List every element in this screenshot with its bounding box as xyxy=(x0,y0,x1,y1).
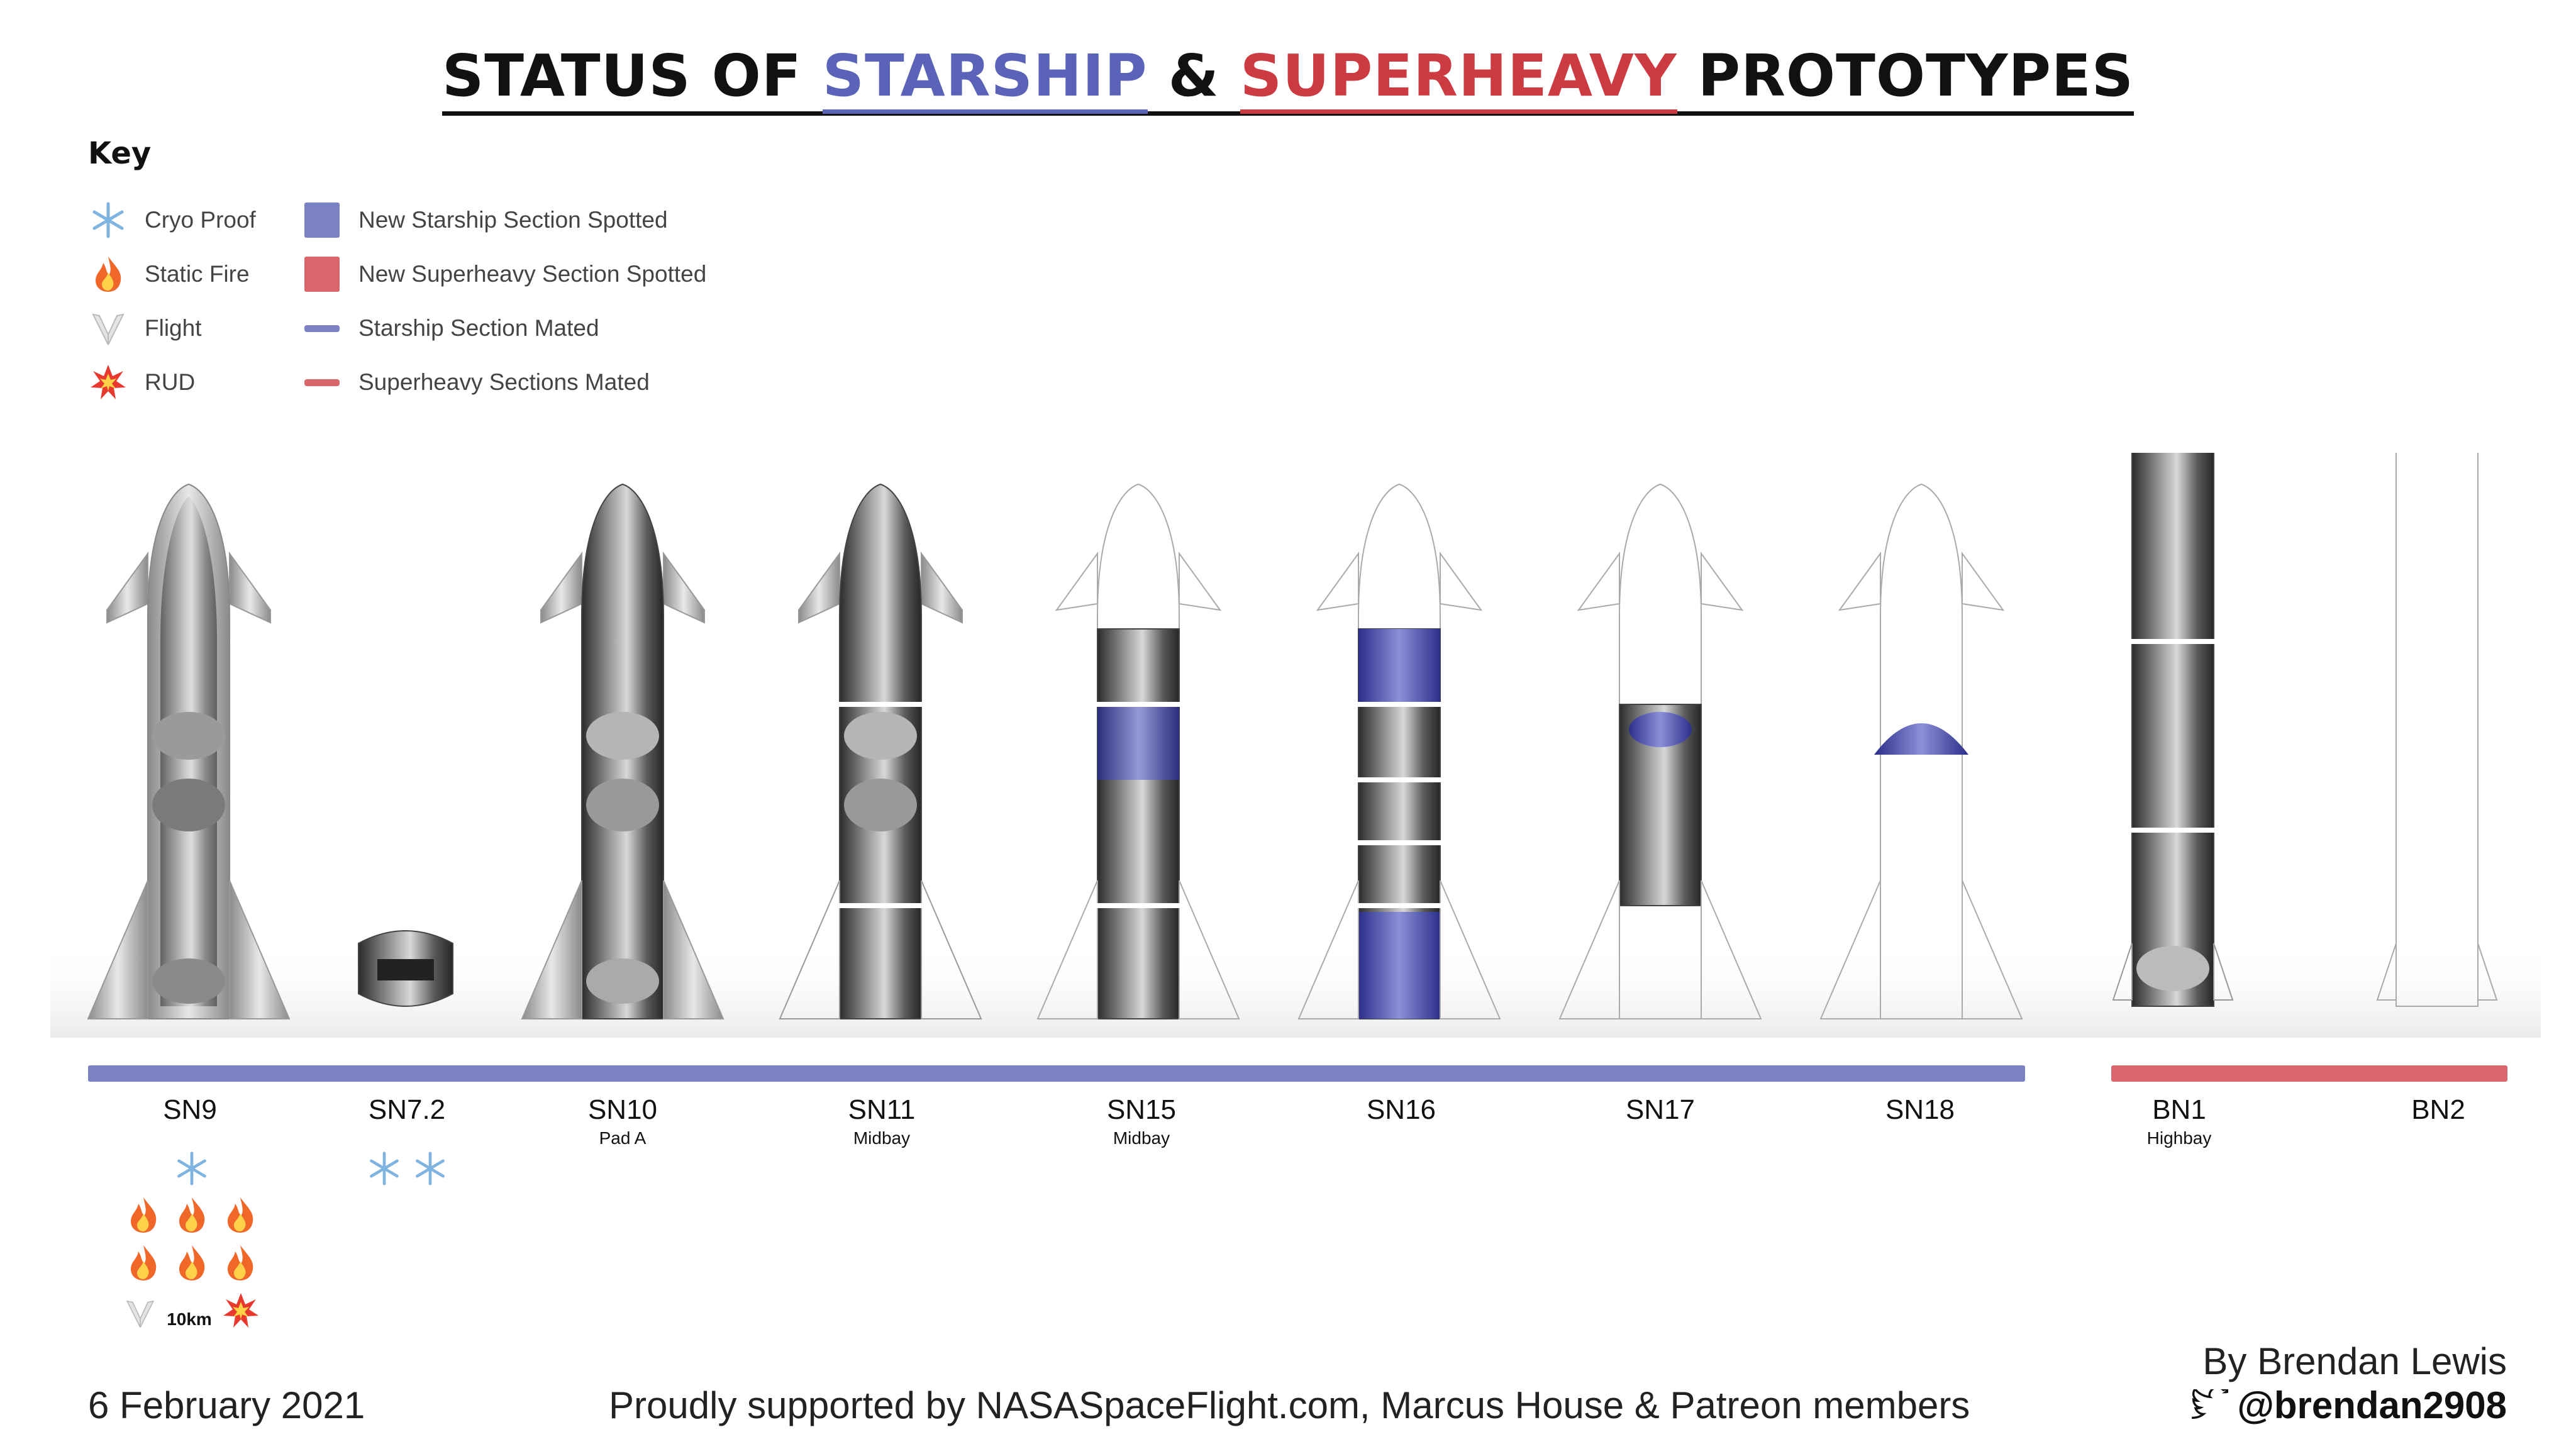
vehicle-illustrations xyxy=(50,453,2541,1038)
snowflake-icon xyxy=(119,1151,264,1196)
vehicle-label-bn2: BN2 xyxy=(2411,1094,2465,1125)
superheavy-mated-bar xyxy=(2111,1065,2507,1082)
wings-icon xyxy=(126,1300,154,1328)
wings-icon xyxy=(88,308,128,348)
fire-icon xyxy=(227,1245,253,1280)
sn9-status-icons: 10km xyxy=(119,1151,264,1342)
fire-icon xyxy=(88,254,128,294)
sn15-illustration xyxy=(1036,483,1240,1019)
explosion-icon xyxy=(223,1293,259,1328)
date: 6 February 2021 xyxy=(88,1384,365,1426)
key-label-starship-mated: Starship Section Mated xyxy=(358,315,599,341)
vehicle-location-bn1: Highbay xyxy=(2146,1128,2212,1148)
title-starship: STARSHIP xyxy=(822,42,1148,114)
title-amp: & xyxy=(1147,42,1240,109)
sn72-status-icons xyxy=(352,1151,462,1196)
twitter-bird-icon xyxy=(2192,1389,2229,1419)
vehicle-label-sn18: SN18 xyxy=(1885,1094,1955,1125)
snowflake-icon xyxy=(415,1152,445,1185)
fire-icon xyxy=(227,1197,253,1233)
snowflake-icon xyxy=(88,200,128,240)
vehicle-location-sn15: Midbay xyxy=(1113,1128,1170,1148)
fire-icon-row xyxy=(119,1196,264,1244)
blue-line-icon xyxy=(304,325,340,332)
key-item-static-fire: Static Fire xyxy=(88,254,250,294)
starship-swatch-icon xyxy=(302,200,342,240)
support-credits: Proudly supported by NASASpaceFlight.com… xyxy=(609,1384,1970,1426)
page-title: STATUS OF STARSHIP & SUPERHEAVY PROTOTYP… xyxy=(442,42,2134,116)
sn18-illustration xyxy=(1819,483,2023,1019)
title-suffix: PROTOTYPES xyxy=(1677,42,2134,109)
bn2-illustration xyxy=(2376,453,2498,1007)
key-title: Key xyxy=(88,136,152,171)
twitter-handle[interactable]: @brendan2908 xyxy=(2190,1384,2507,1427)
key-label-new-superheavy: New Superheavy Section Spotted xyxy=(358,261,707,287)
fire-icon-row-2 xyxy=(119,1244,264,1292)
vehicle-label-sn16: SN16 xyxy=(1366,1094,1436,1125)
sn10-illustration xyxy=(521,483,724,1019)
vehicle-label-sn15: SN15 xyxy=(1106,1094,1177,1125)
key-label-superheavy-mated: Superheavy Sections Mated xyxy=(358,369,650,395)
key-label-cryo: Cryo Proof xyxy=(145,207,256,233)
starship-mated-bar xyxy=(88,1065,2025,1082)
vehicle-label-sn11: SN11 xyxy=(848,1094,916,1125)
sn72-illustration xyxy=(358,930,453,1007)
vehicle-label-sn9: SN9 xyxy=(163,1094,217,1125)
explosion-icon xyxy=(88,362,128,402)
key-item-new-starship: New Starship Section Spotted xyxy=(302,200,668,240)
key-item-rud: RUD xyxy=(88,362,195,402)
blue-square-icon xyxy=(304,203,340,238)
key-label-static-fire: Static Fire xyxy=(145,261,250,287)
vehicle-location-sn11: Midbay xyxy=(853,1128,911,1148)
flight-altitude: 10km xyxy=(167,1309,212,1330)
superheavy-line-holder xyxy=(302,362,342,402)
title-superheavy: SUPERHEAVY xyxy=(1240,42,1677,114)
title-prefix: STATUS OF xyxy=(442,42,823,109)
key-item-cryo: Cryo Proof xyxy=(88,200,256,240)
author: By Brendan Lewis xyxy=(2202,1340,2507,1382)
red-line-icon xyxy=(304,379,340,386)
vehicle-label-bn1: BN1 xyxy=(2152,1094,2206,1125)
flight-row: 10km xyxy=(119,1292,264,1342)
sn9-illustration xyxy=(87,483,291,1019)
key-item-flight: Flight xyxy=(88,308,201,348)
sn16-illustration xyxy=(1297,483,1501,1019)
fire-icon xyxy=(131,1245,157,1280)
title-block: STATUS OF STARSHIP & SUPERHEAVY PROTOTYP… xyxy=(0,42,2576,116)
fire-icon xyxy=(179,1197,205,1233)
red-square-icon xyxy=(304,257,340,292)
vehicle-label-sn10: SN10 xyxy=(587,1094,658,1125)
fire-icon xyxy=(179,1245,205,1280)
key-item-superheavy-mated: Superheavy Sections Mated xyxy=(302,362,650,402)
bn1-illustration xyxy=(2112,453,2234,1007)
key-label-new-starship: New Starship Section Spotted xyxy=(358,207,668,233)
twitter-handle-text[interactable]: @brendan2908 xyxy=(2237,1384,2507,1426)
vehicle-label-sn17: SN17 xyxy=(1625,1094,1696,1125)
starship-line-holder xyxy=(302,308,342,348)
sn17-illustration xyxy=(1558,483,1762,1019)
key-item-new-superheavy: New Superheavy Section Spotted xyxy=(302,254,706,294)
vehicle-label-sn72: SN7.2 xyxy=(368,1094,446,1125)
snowflake-icon xyxy=(370,1152,399,1185)
key-item-starship-mated: Starship Section Mated xyxy=(302,308,599,348)
fire-icon xyxy=(131,1197,157,1233)
key-label-flight: Flight xyxy=(145,315,202,341)
vehicle-location-sn10: Pad A xyxy=(599,1128,647,1148)
key-label-rud: RUD xyxy=(145,369,196,395)
superheavy-swatch-icon xyxy=(302,254,342,294)
sn11-illustration xyxy=(779,483,982,1019)
